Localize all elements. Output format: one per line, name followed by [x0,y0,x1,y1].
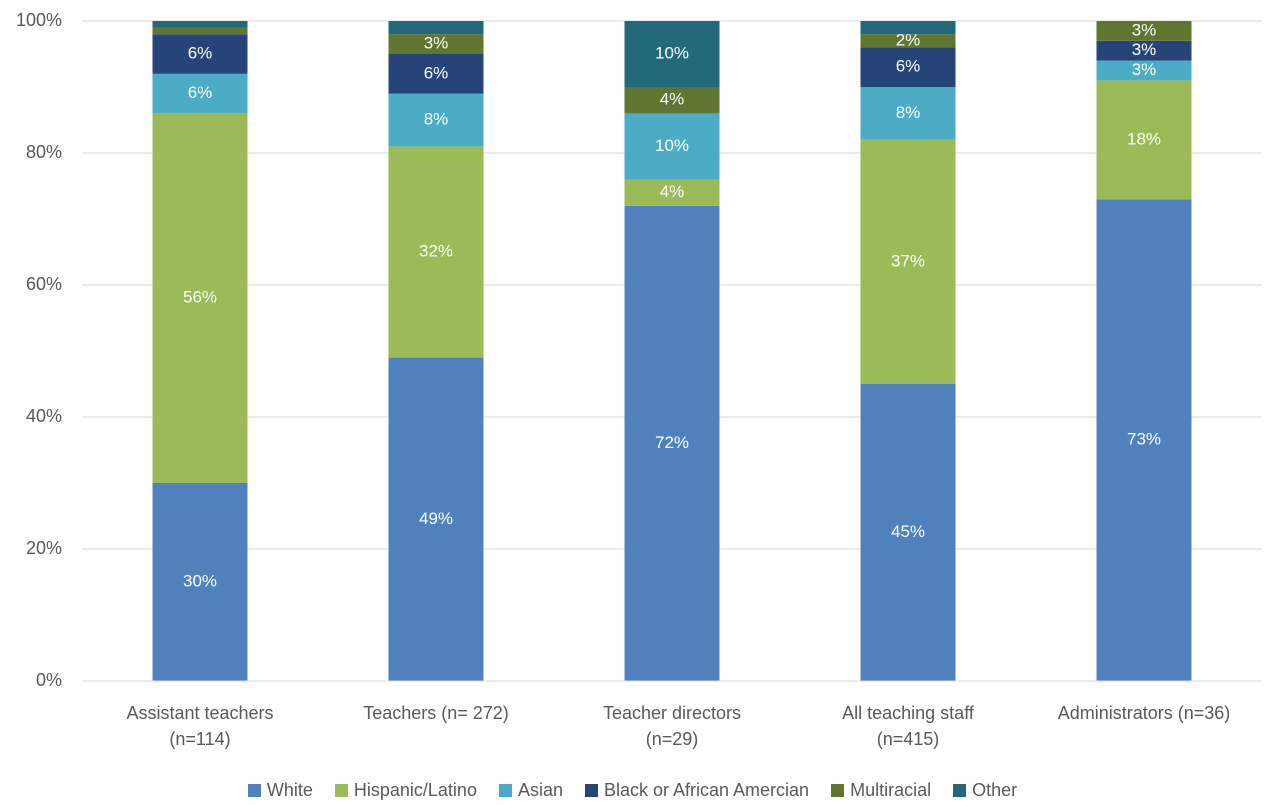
bar-segment [860,21,956,35]
bar-segment [152,21,248,28]
bar-segment [152,483,248,681]
bar-segment [624,113,720,180]
y-tick-label: 40% [26,406,62,426]
value-label: 10% [655,43,689,62]
bar-segment [860,87,956,140]
value-label: 3% [1132,60,1157,79]
bar-segment [388,34,484,54]
bar-segment [860,47,956,87]
bar-segment [388,93,484,147]
legend-item: Multiracial [831,780,931,801]
bar-segment [388,146,484,358]
value-label: 4% [660,90,685,109]
value-label: 6% [424,63,449,82]
legend-swatch [334,784,348,797]
bar-segment [624,21,720,87]
bar-segment [860,384,956,681]
legend-swatch [953,784,967,797]
legend-item: Black or African Amercian [584,780,810,801]
value-label: 18% [1127,129,1161,148]
value-label: 3% [1132,40,1157,59]
bar-segment [624,205,720,682]
x-tick-label: Administrators (n=36) [1057,703,1231,723]
legend-label: Hispanic/Latino [353,780,477,800]
legend-swatch [831,784,845,797]
value-label: 10% [655,136,689,155]
legend-swatch [247,784,261,797]
legend-label: Other [972,780,1018,800]
bar-segment [624,87,720,114]
bar-segment [624,179,720,206]
bar-segment [388,54,484,94]
value-label: 4% [660,182,685,201]
legend-item: Asian [498,780,563,801]
x-tick-label: Teacher directors (n=29) [602,703,742,749]
value-label: 32% [419,241,453,260]
x-tick-label: Assistant teachers (n=114) [126,703,274,749]
bar-segment [152,34,248,74]
value-label: 45% [891,522,925,541]
bar-segment [1096,199,1192,681]
bar-segment [152,73,248,114]
bar-segment [860,139,956,384]
legend-item: White [247,780,313,801]
value-label: 8% [424,109,449,128]
bar-segment [1096,40,1192,61]
value-label: 6% [188,43,213,62]
legend-label: White [266,780,313,800]
bar-segment [152,113,248,484]
bar-segment [388,357,484,681]
value-label: 6% [896,57,921,76]
legend-swatch [498,784,512,797]
value-label: 2% [896,30,921,49]
bar-segment [1096,80,1192,200]
bar-segment [1096,21,1192,41]
value-label: 56% [183,288,217,307]
y-tick-label: 80% [26,142,62,162]
bar-segment [152,27,248,35]
y-tick-label: 60% [26,274,62,294]
bar-segment [1096,60,1192,81]
x-tick-label: All teaching staff (n=415) [842,703,974,749]
legend-label: Multiracial [850,780,932,800]
value-label: 73% [1127,430,1161,449]
value-label: 72% [655,433,689,452]
plot: 0% 20% 40% 60% 80% 100% 30% 56% 6% 6% 49% 32% 8% 6% 3%… [16,10,1262,690]
y-tick-label: 20% [26,538,62,558]
y-tick-label: 100% [16,10,62,30]
bar-segment [388,21,484,35]
value-label: 3% [1132,20,1157,39]
value-label: 6% [188,83,213,102]
value-label: 30% [183,571,217,590]
legend-item: Hispanic/Latino [334,780,477,801]
bar-segment [860,34,956,48]
value-label: 3% [424,34,449,53]
legend-item: Other [953,780,1017,801]
x-tick-label: Teachers (n= 272) [363,703,509,723]
legend-label: Asian [517,780,563,800]
value-label: 8% [896,103,921,122]
value-label: 37% [891,251,925,270]
legend-swatch [584,784,598,797]
value-label: 49% [419,509,453,528]
legend: White Hispanic/Latino Asian Black or Africa… [0,780,1265,801]
y-tick-label: 0% [36,670,62,690]
legend-label: Black or African Amercian [603,780,810,800]
